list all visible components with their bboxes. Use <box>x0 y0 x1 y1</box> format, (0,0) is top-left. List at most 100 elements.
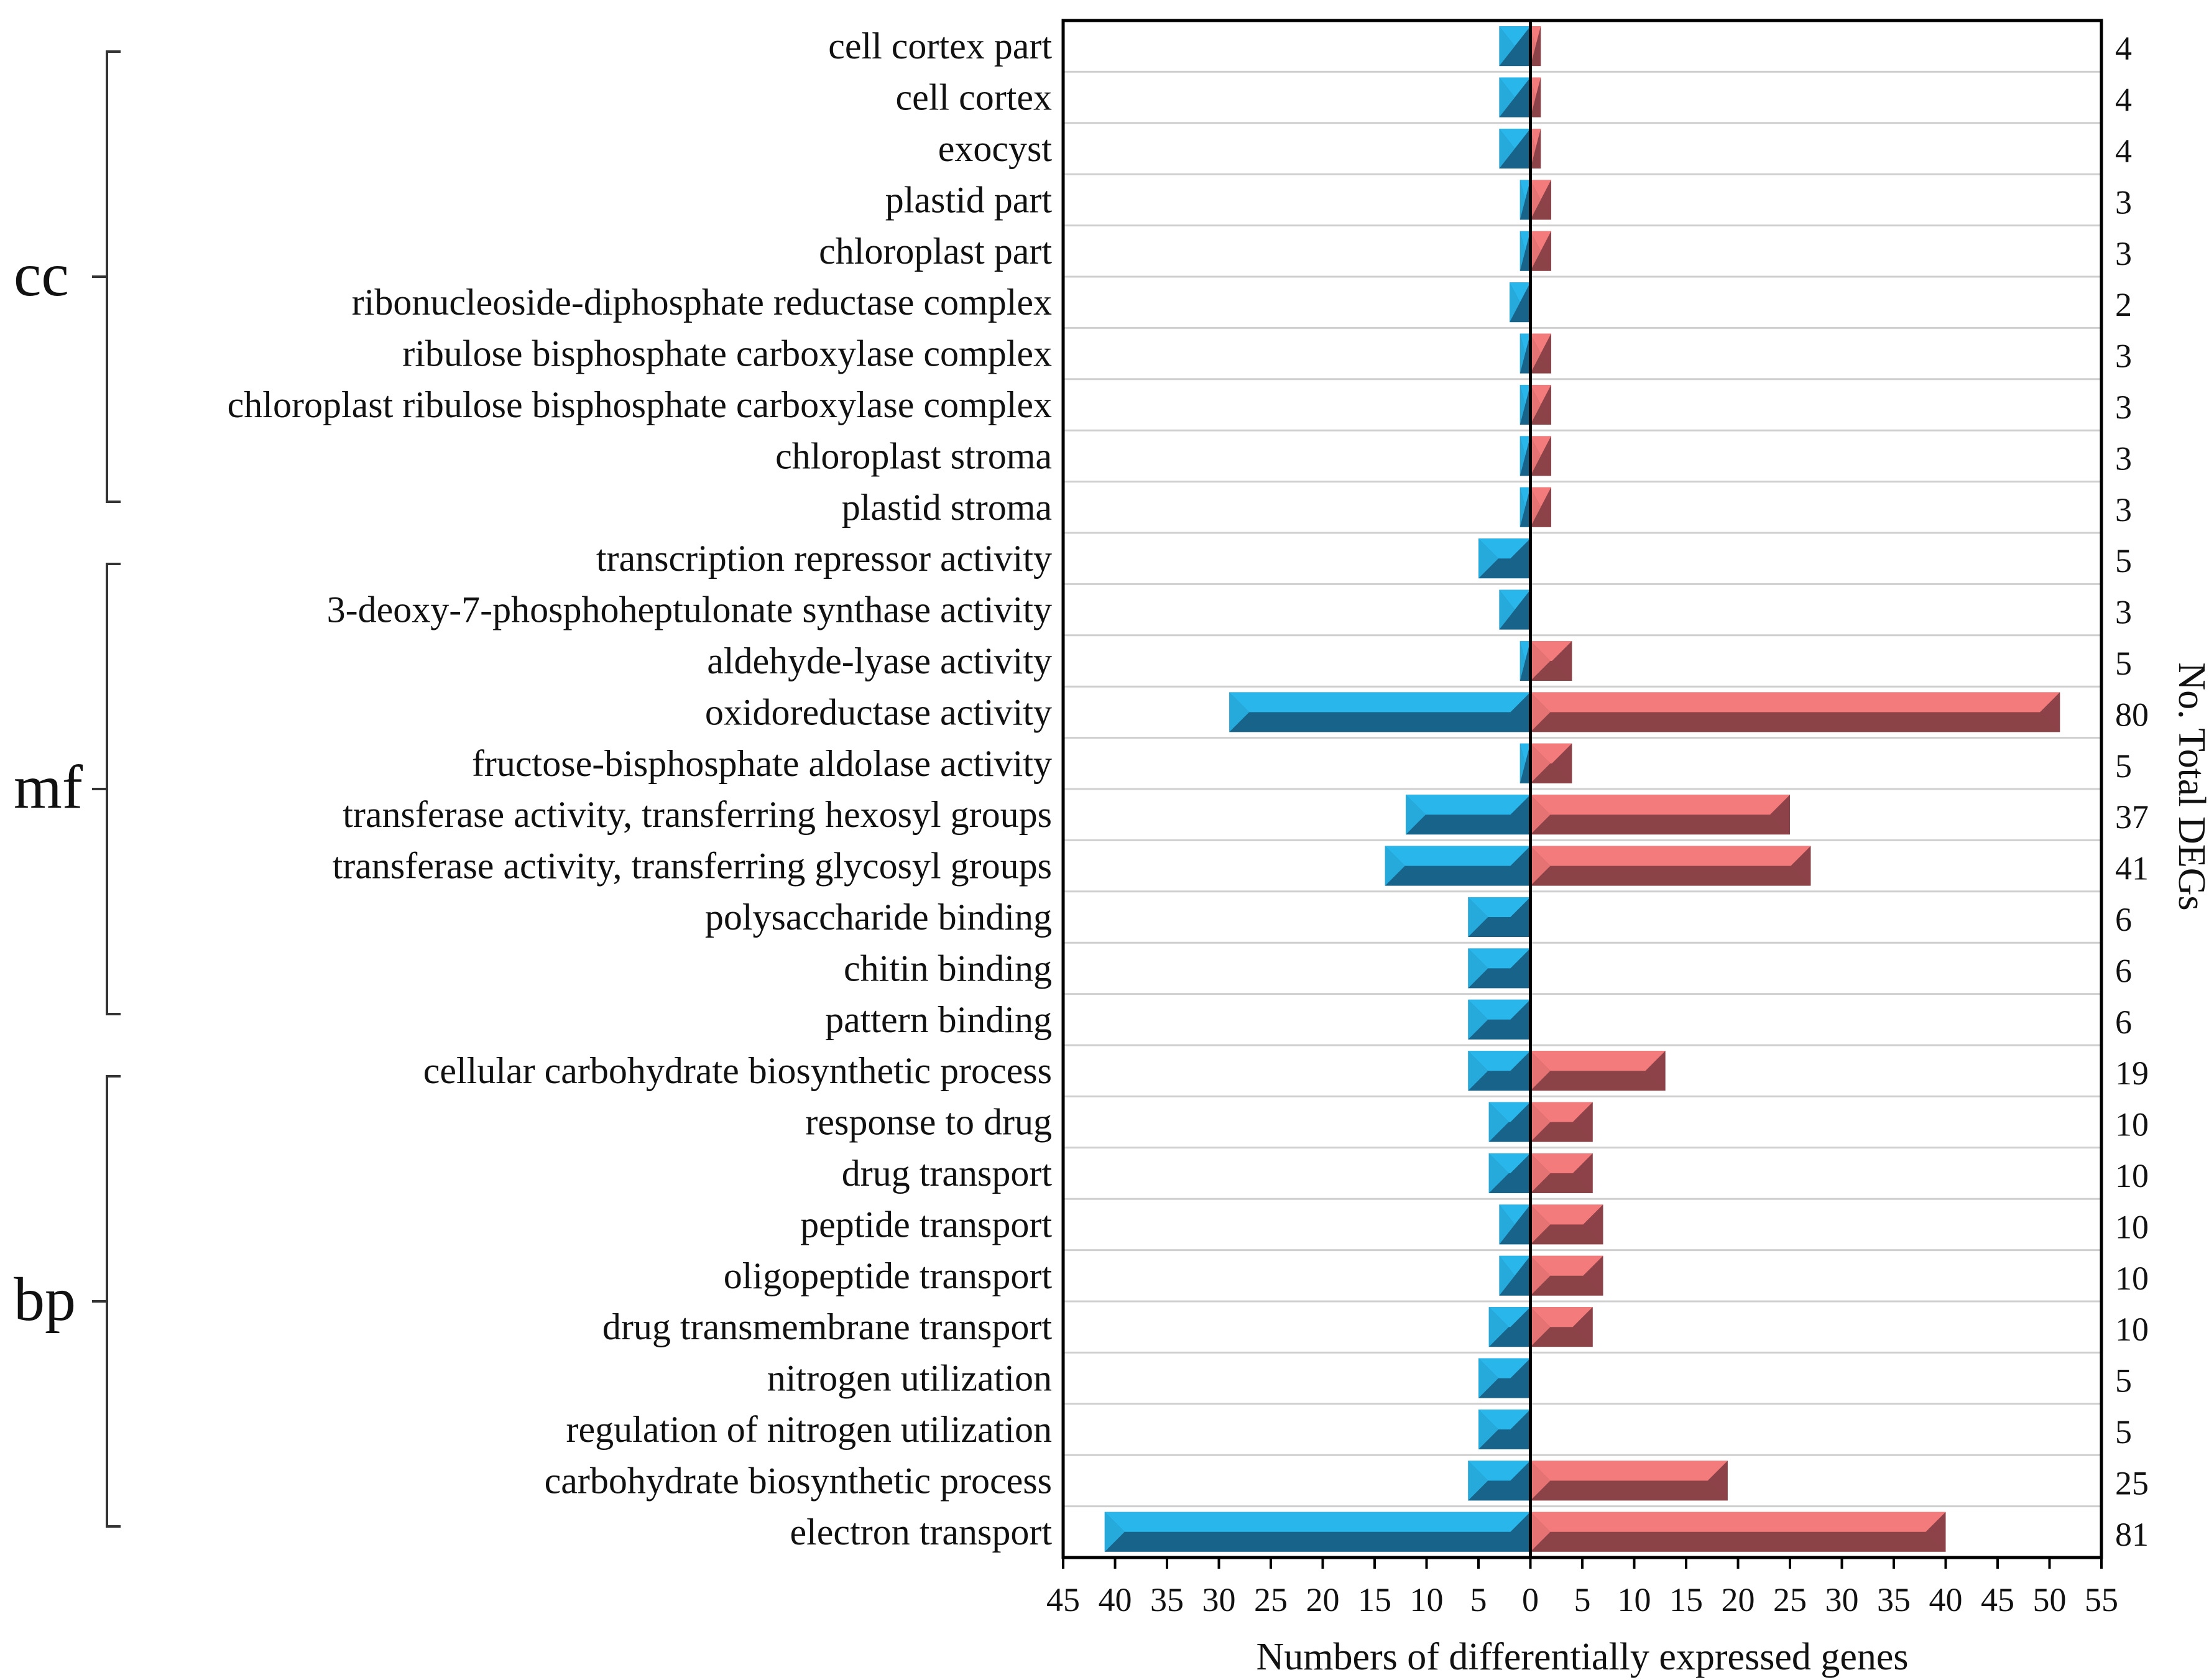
category-label: ribonucleoside-diphosphate reductase com… <box>352 282 1052 323</box>
bar-down <box>1499 129 1531 168</box>
total-deg-value: 6 <box>2115 1004 2132 1041</box>
bar-up <box>1530 385 1551 425</box>
total-deg-value: 41 <box>2115 850 2149 887</box>
bar-down <box>1499 589 1531 630</box>
bar-down <box>1468 1461 1531 1501</box>
total-deg-value: 10 <box>2115 1106 2149 1143</box>
bar-down <box>1104 1512 1531 1552</box>
bar-down <box>1488 1307 1531 1347</box>
total-deg-value: 4 <box>2115 132 2132 170</box>
bar-down <box>1520 333 1531 374</box>
category-label: plastid part <box>885 179 1053 220</box>
total-deg-labels: 4 4 4 3 3 2 3 3 3 3 5 3 5 80 5 37 41 6 6 6 19 10 10 10 10 10 5 5 25 8… <box>2115 30 2149 1553</box>
x-tick-label: 25 <box>1254 1581 1288 1618</box>
bar-down <box>1499 77 1531 118</box>
bar-down <box>1520 180 1531 220</box>
total-deg-value: 5 <box>2115 1362 2132 1400</box>
bar-up <box>1530 1307 1593 1347</box>
category-label: fructose-bisphosphate aldolase activity <box>472 743 1052 784</box>
total-deg-value: 10 <box>2115 1208 2149 1245</box>
x-tick-label: 0 <box>1522 1581 1539 1618</box>
category-label: cellular carbohydrate biosynthetic proce… <box>423 1050 1052 1091</box>
x-tick-label: 45 <box>1046 1581 1080 1618</box>
bar-up <box>1530 846 1811 886</box>
bar-up <box>1530 1051 1666 1091</box>
total-deg-value: 25 <box>2115 1464 2149 1502</box>
bar-down <box>1520 743 1531 783</box>
x-axis-title: Numbers of differentially expressed gene… <box>1256 1636 1908 1678</box>
total-deg-value: 4 <box>2115 81 2132 119</box>
total-deg-value: 3 <box>2115 440 2132 477</box>
category-label: chloroplast part <box>819 231 1052 272</box>
category-label: drug transport <box>842 1153 1053 1194</box>
category-label: electron transport <box>790 1512 1053 1553</box>
bar-down <box>1520 641 1531 681</box>
x-tick-label: 35 <box>1150 1581 1184 1618</box>
bar-down <box>1499 1255 1531 1296</box>
category-label: pattern binding <box>825 999 1052 1040</box>
total-deg-value: 5 <box>2115 542 2132 579</box>
bar-down <box>1499 26 1531 67</box>
bar-up <box>1530 180 1551 220</box>
bar-down <box>1510 282 1531 323</box>
total-deg-value: 10 <box>2115 1311 2149 1348</box>
x-tick-label: 20 <box>1722 1581 1755 1618</box>
group-bracket: mf <box>14 563 121 1015</box>
category-labels: cell cortex part cell cortex exocyst plasti… <box>228 25 1053 1553</box>
x-tick-label: 40 <box>1929 1581 1963 1618</box>
bar-up <box>1530 1255 1603 1296</box>
x-tick-label: 15 <box>1669 1581 1703 1618</box>
category-label: aldehyde-lyase activity <box>707 640 1052 681</box>
bar-up <box>1530 692 2060 732</box>
bars <box>1104 26 2060 1552</box>
bar-up <box>1530 231 1551 271</box>
category-label: oxidoreductase activity <box>705 691 1052 732</box>
bar-down <box>1478 1410 1531 1449</box>
category-label: cell cortex part <box>828 25 1052 67</box>
x-ticks: 45 40 35 30 25 20 15 10 5 0 5 10 15 20 25 30 35 40 45 50 55 <box>1046 1558 2118 1618</box>
bar-up <box>1530 77 1541 118</box>
total-deg-value: 6 <box>2115 901 2132 938</box>
bar-down <box>1468 897 1531 937</box>
gridlines <box>1063 70 2101 1508</box>
bar-up <box>1530 1512 1946 1552</box>
x-tick-label: 10 <box>1410 1581 1444 1618</box>
category-label: plastid stroma <box>842 487 1052 528</box>
x-tick-label: 45 <box>1981 1581 2014 1618</box>
x-tick-label: 50 <box>2033 1581 2067 1618</box>
bar-down <box>1468 999 1531 1040</box>
category-label: response to drug <box>805 1102 1052 1143</box>
bar-down <box>1520 231 1531 271</box>
category-label: transferase activity, transferring glyco… <box>333 846 1052 887</box>
category-label: oligopeptide transport <box>724 1255 1053 1296</box>
x-tick-label: 25 <box>1773 1581 1807 1618</box>
x-tick-label: 20 <box>1306 1581 1340 1618</box>
total-deg-value: 19 <box>2115 1055 2149 1092</box>
category-label: transcription repressor activity <box>596 538 1052 579</box>
bar-up <box>1530 743 1572 783</box>
total-deg-value: 2 <box>2115 286 2132 323</box>
bar-up <box>1530 129 1541 168</box>
total-deg-value: 10 <box>2115 1157 2149 1194</box>
group-brackets: cc mf bp <box>14 50 121 1528</box>
total-deg-value: 5 <box>2115 645 2132 682</box>
total-deg-value: 3 <box>2115 183 2132 221</box>
total-deg-value: 37 <box>2115 798 2149 836</box>
bar-up <box>1530 487 1551 527</box>
x-tick-label: 55 <box>2085 1581 2118 1618</box>
bar-down <box>1520 385 1531 425</box>
total-deg-value: 6 <box>2115 952 2132 989</box>
bar-up <box>1530 1153 1593 1193</box>
total-deg-value: 81 <box>2115 1516 2149 1553</box>
x-tick-label: 30 <box>1825 1581 1859 1618</box>
bar-down <box>1468 948 1531 989</box>
category-label: chloroplast stroma <box>775 435 1052 476</box>
category-label: transferase activity, transferring hexos… <box>343 794 1052 835</box>
x-tick-label: 35 <box>1877 1581 1911 1618</box>
total-deg-value: 5 <box>2115 747 2132 785</box>
category-label: 3-deoxy-7-phosphoheptulonate synthase ac… <box>327 589 1052 630</box>
category-label: ribulose bisphosphate carboxylase comple… <box>402 333 1052 374</box>
category-label: chitin binding <box>844 948 1052 989</box>
total-deg-value: 10 <box>2115 1260 2149 1297</box>
bar-up <box>1530 436 1551 476</box>
